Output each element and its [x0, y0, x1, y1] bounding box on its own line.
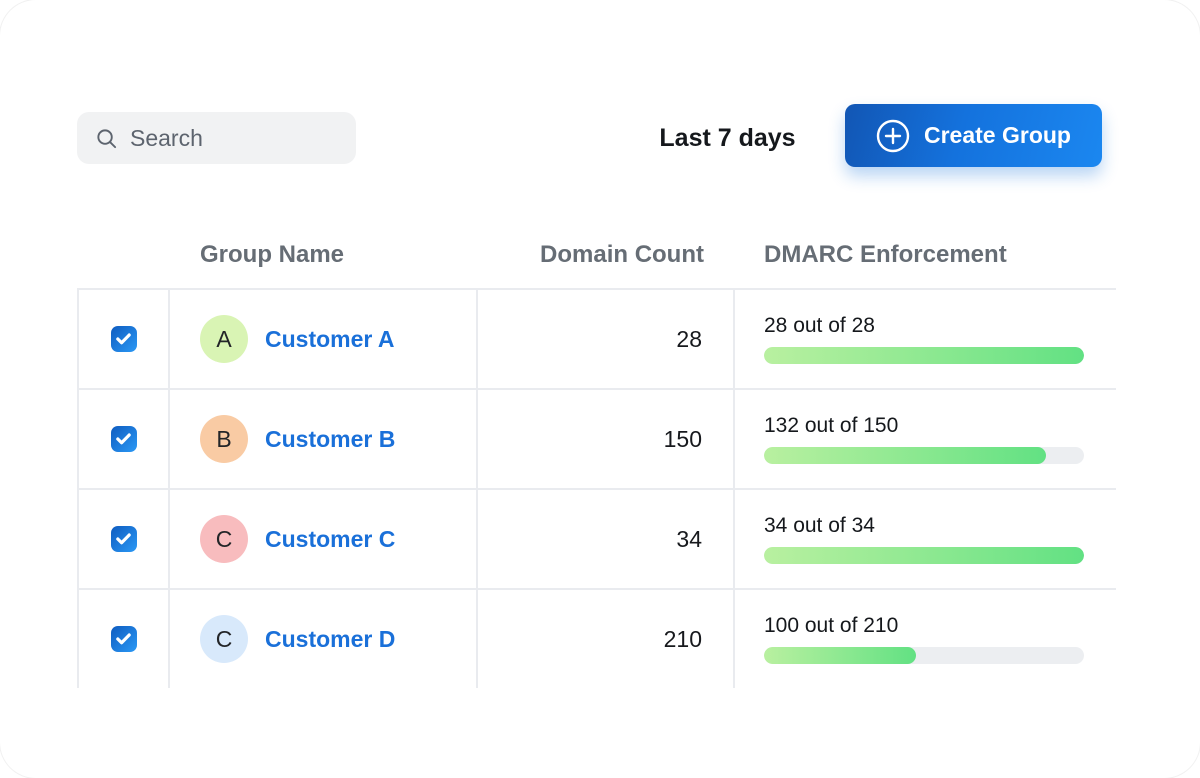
groups-table: Group Name Domain Count DMARC Enforcemen…: [77, 222, 1116, 688]
domain-count-value: 210: [663, 625, 702, 652]
row-checkbox[interactable]: [110, 526, 137, 552]
plus-icon: [876, 119, 910, 152]
table-row: C Customer C 34 34 out of 34: [77, 490, 1116, 590]
checkbox-cell: [77, 590, 170, 688]
group-name-cell: C Customer C: [170, 490, 478, 588]
check-icon: [116, 633, 131, 645]
search-placeholder: Search: [130, 124, 203, 151]
domain-count-cell: 34: [478, 490, 735, 588]
enforcement-block: 28 out of 28: [764, 314, 1084, 364]
customer-link[interactable]: Customer A: [265, 325, 395, 352]
avatar: B: [200, 415, 248, 463]
dmarc-cell: 100 out of 210: [735, 590, 1116, 688]
domain-count-value: 150: [663, 425, 702, 452]
create-group-button[interactable]: Create Group: [845, 104, 1102, 167]
row-checkbox[interactable]: [110, 426, 137, 452]
check-icon: [116, 533, 131, 545]
table-row: A Customer A 28 28 out of 28: [77, 290, 1116, 390]
avatar-letter: C: [215, 625, 233, 652]
column-header-group-name: Group Name: [200, 241, 345, 268]
progress-fill: [764, 447, 1046, 464]
progress-track: [764, 547, 1084, 564]
table-row: B Customer B 150 132 out of 150: [77, 390, 1116, 490]
progress-fill: [764, 547, 1084, 564]
avatar: C: [200, 515, 248, 563]
enforcement-block: 34 out of 34: [764, 514, 1084, 564]
date-range-label: Last 7 days: [659, 123, 796, 152]
enforcement-label: 100 out of 210: [764, 614, 899, 637]
search-icon: [97, 128, 117, 148]
avatar: C: [200, 615, 248, 663]
checkbox-cell: [77, 490, 170, 588]
domain-count-cell: 150: [478, 390, 735, 488]
customer-link[interactable]: Customer D: [265, 625, 396, 652]
table-header: Group Name Domain Count DMARC Enforcemen…: [77, 222, 1116, 288]
enforcement-label: 132 out of 150: [764, 414, 899, 437]
row-checkbox[interactable]: [110, 626, 137, 652]
date-range-filter[interactable]: Last 7 days: [630, 112, 825, 164]
enforcement-block: 100 out of 210: [764, 614, 1084, 664]
checkbox-cell: [77, 290, 170, 388]
avatar-letter: C: [215, 525, 233, 552]
enforcement-label: 34 out of 34: [764, 514, 875, 537]
customer-link[interactable]: Customer B: [265, 425, 396, 452]
dmarc-cell: 132 out of 150: [735, 390, 1116, 488]
avatar-letter: A: [216, 325, 232, 352]
group-name-cell: C Customer D: [170, 590, 478, 688]
table-row: C Customer D 210 100 out of 210: [77, 590, 1116, 688]
progress-fill: [764, 347, 1084, 364]
search-input[interactable]: Search: [77, 112, 356, 164]
enforcement-label: 28 out of 28: [764, 314, 875, 337]
row-checkbox[interactable]: [110, 326, 137, 352]
column-header-dmarc-enforcement: DMARC Enforcement: [764, 241, 1007, 268]
create-group-label: Create Group: [924, 122, 1071, 148]
check-icon: [116, 433, 131, 445]
progress-track: [764, 447, 1084, 464]
progress-track: [764, 647, 1084, 664]
table-body: A Customer A 28 28 out of 28: [77, 288, 1116, 688]
dmarc-cell: 28 out of 28: [735, 290, 1116, 388]
checkbox-cell: [77, 390, 170, 488]
domain-count-cell: 28: [478, 290, 735, 388]
domain-count-value: 28: [676, 325, 702, 352]
group-name-cell: B Customer B: [170, 390, 478, 488]
column-header-domain-count: Domain Count: [540, 241, 704, 268]
check-icon: [116, 333, 131, 345]
group-name-cell: A Customer A: [170, 290, 478, 388]
domain-count-value: 34: [676, 525, 702, 552]
customer-link[interactable]: Customer C: [265, 525, 396, 552]
domain-count-cell: 210: [478, 590, 735, 688]
dmarc-cell: 34 out of 34: [735, 490, 1116, 588]
progress-track: [764, 347, 1084, 364]
avatar: A: [200, 315, 248, 363]
enforcement-block: 132 out of 150: [764, 414, 1084, 464]
avatar-letter: B: [216, 425, 232, 452]
progress-fill: [764, 647, 917, 664]
